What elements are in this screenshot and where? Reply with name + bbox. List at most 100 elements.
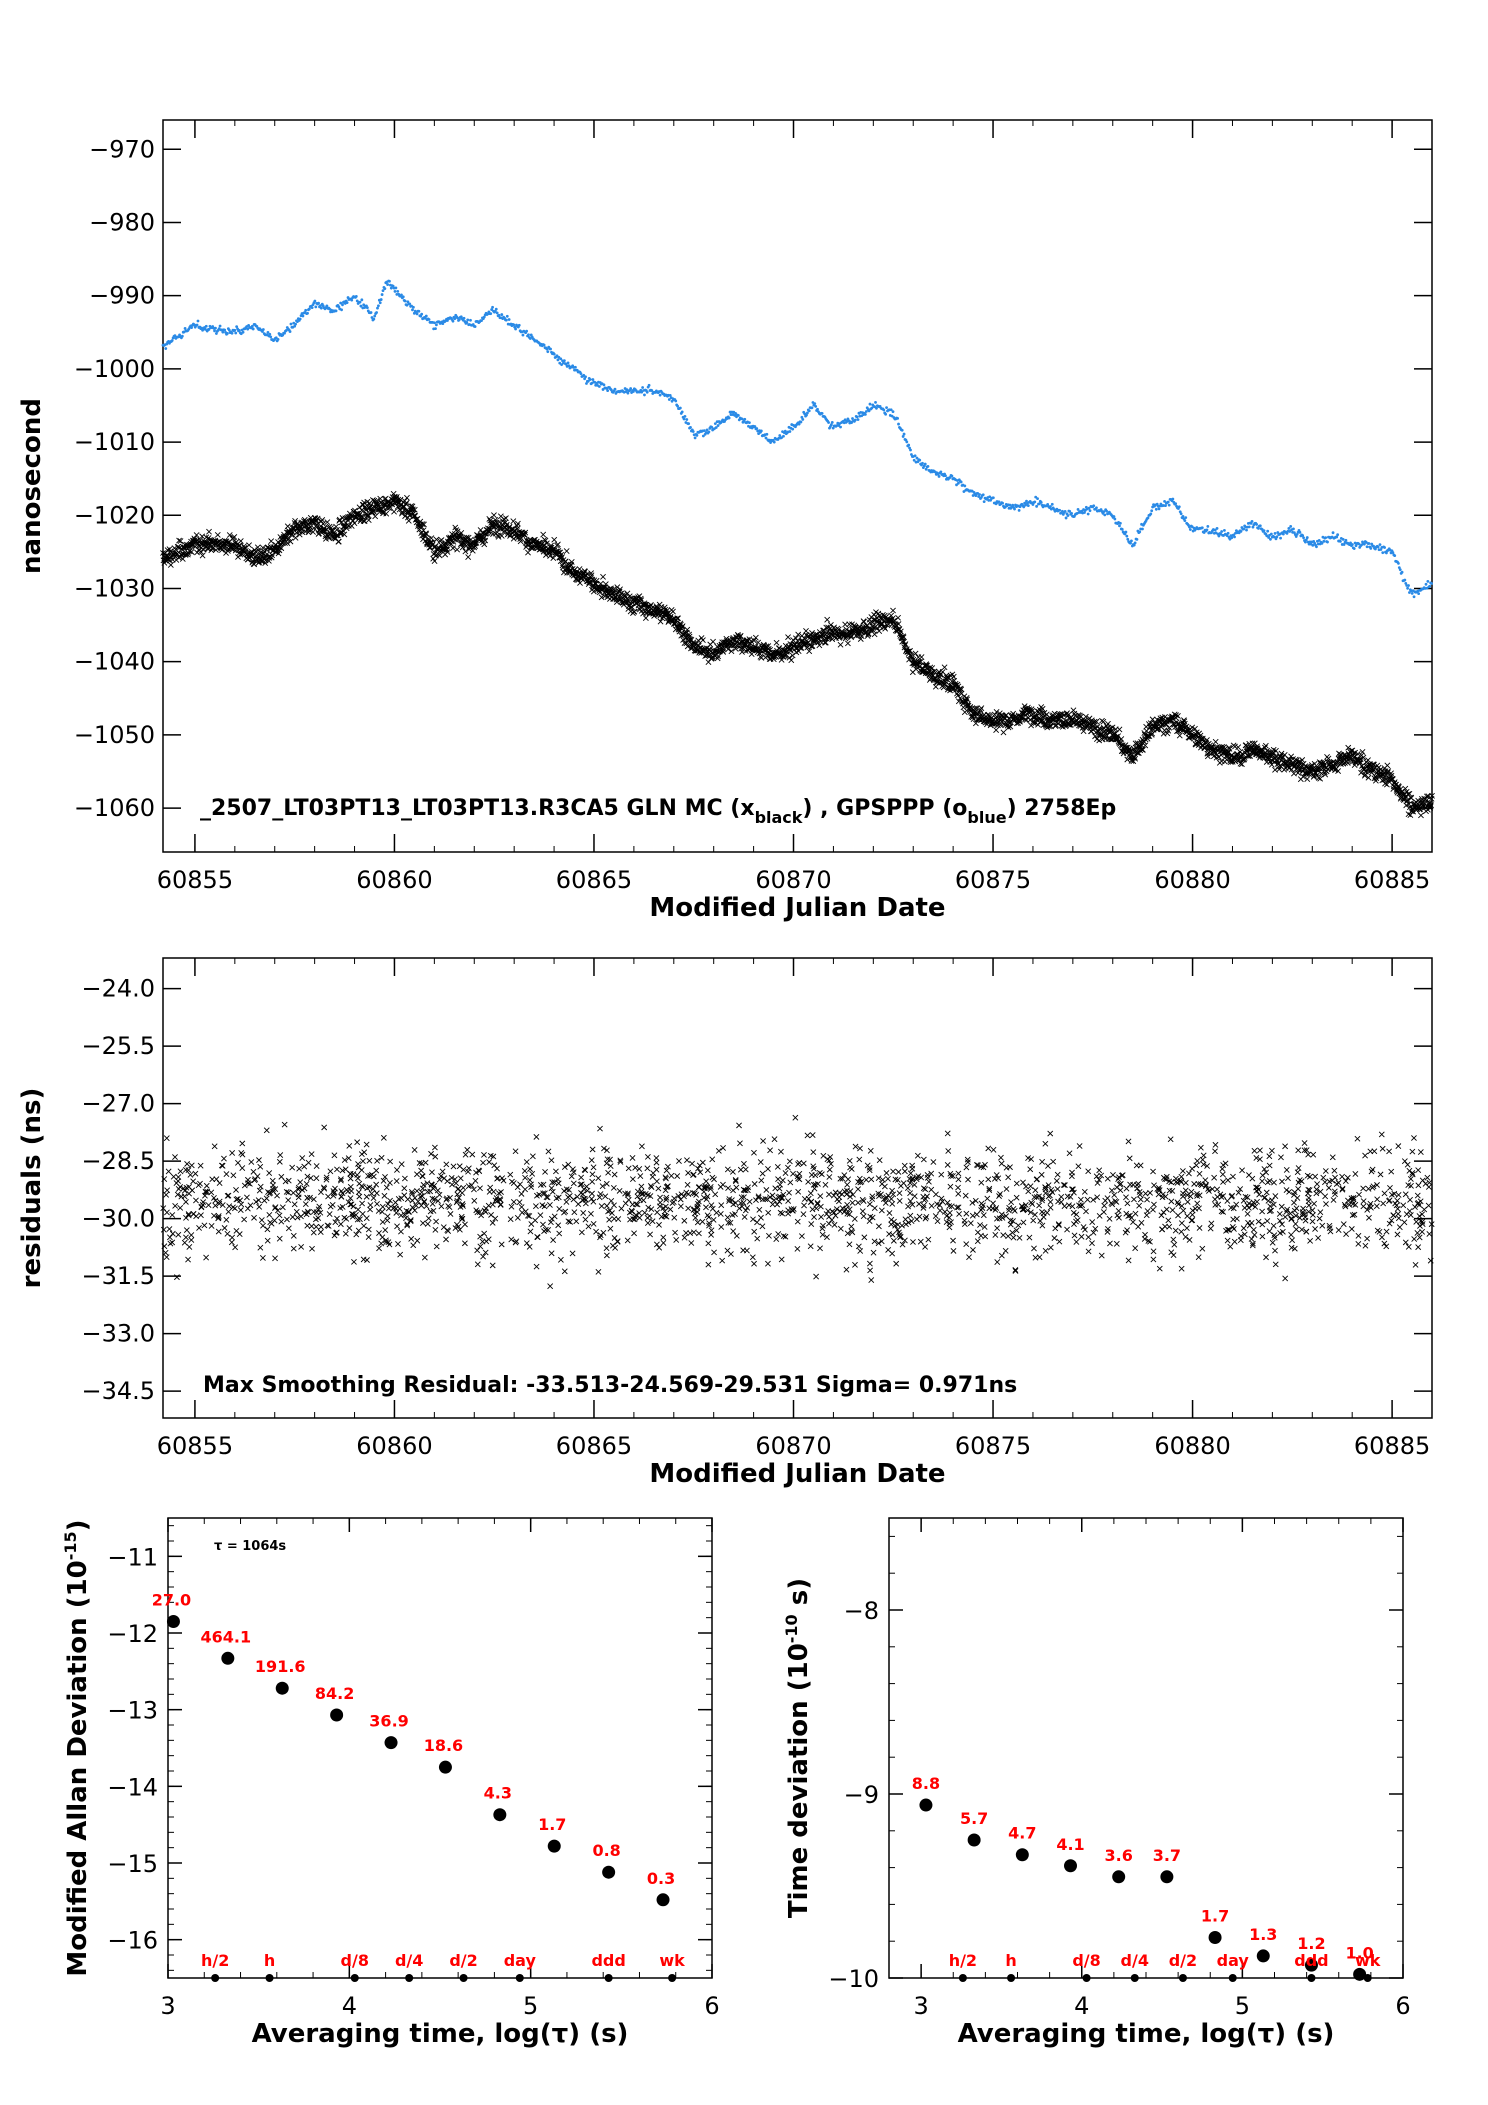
data-point <box>1000 1232 1007 1239</box>
data-point <box>1188 528 1192 531</box>
data-point <box>891 410 895 414</box>
data-point <box>1235 744 1242 751</box>
x-tick-label: 60885 <box>1354 866 1430 894</box>
data-point <box>1262 529 1266 533</box>
data-point <box>573 1218 580 1225</box>
data-point <box>980 1212 987 1219</box>
data-point <box>1331 531 1335 535</box>
data-point <box>788 430 792 433</box>
x-tick-label: 60855 <box>157 1432 233 1460</box>
data-point <box>794 1245 801 1252</box>
x-tick-label: 60870 <box>755 866 831 894</box>
data-point <box>551 1213 558 1220</box>
data-point <box>508 1203 515 1210</box>
data-point <box>1400 570 1404 574</box>
data-point <box>556 358 560 362</box>
data-point <box>364 511 371 518</box>
data-point <box>403 501 409 508</box>
data-point <box>997 500 1001 504</box>
data-point <box>403 299 407 303</box>
data-point <box>1352 547 1356 550</box>
data-point <box>1042 1140 1049 1147</box>
data-point <box>261 1197 268 1204</box>
data-point <box>1369 1166 1376 1173</box>
data-point <box>685 418 689 421</box>
data-point <box>1271 1179 1277 1186</box>
data-point <box>1311 1200 1318 1207</box>
data-point <box>251 561 258 568</box>
data-point <box>1227 1243 1234 1250</box>
data-point <box>288 330 292 333</box>
data-point <box>505 314 509 318</box>
data-point <box>926 464 930 468</box>
data-point <box>890 1191 897 1198</box>
data-point <box>350 298 354 302</box>
data-point <box>214 326 217 330</box>
data-point <box>978 1179 985 1186</box>
data-point <box>571 1209 578 1216</box>
y-tick-label: −1020 <box>74 501 155 529</box>
data-point <box>1288 753 1295 760</box>
data-point <box>164 347 168 350</box>
data-point <box>991 496 995 500</box>
data-point <box>1250 520 1254 523</box>
data-point <box>275 1207 281 1214</box>
data-point <box>1245 528 1248 532</box>
data-point <box>279 540 286 547</box>
data-point <box>383 510 390 517</box>
data-point <box>597 385 601 388</box>
data-point <box>258 1217 265 1223</box>
data-point <box>1126 537 1130 541</box>
data-point <box>1355 1240 1362 1247</box>
data-point <box>449 1181 455 1188</box>
data-point <box>1396 1224 1403 1231</box>
data-point <box>186 548 193 555</box>
data-point <box>379 298 383 301</box>
data-point <box>1156 1265 1163 1272</box>
data-point <box>1266 529 1270 533</box>
data-point <box>785 634 791 641</box>
data-point <box>259 544 266 551</box>
data-point <box>360 518 367 524</box>
data-point <box>197 1162 204 1169</box>
data-point <box>647 383 651 387</box>
data-point <box>574 365 577 369</box>
data-point <box>824 616 831 623</box>
data-point <box>471 1197 478 1204</box>
data-point <box>786 1189 792 1196</box>
data-point <box>510 1199 517 1205</box>
data-point <box>579 372 583 376</box>
data-point <box>1376 545 1380 549</box>
data-point <box>1174 502 1178 506</box>
data-point <box>486 516 493 522</box>
data-point <box>945 1148 952 1154</box>
data-point <box>552 352 556 356</box>
data-point <box>562 359 566 363</box>
y-tick-label: −34.5 <box>81 1377 155 1405</box>
data-point <box>255 1197 262 1204</box>
data-point <box>778 434 782 437</box>
data-point <box>629 1155 636 1161</box>
y-axis-label: nanosecond <box>17 398 47 574</box>
data-point <box>522 1186 529 1193</box>
plot-frame <box>162 119 1433 853</box>
x-axis-label: Modified Julian Date <box>649 893 945 923</box>
data-point <box>1103 513 1107 517</box>
data-point <box>846 1157 853 1164</box>
data-point <box>287 538 294 545</box>
data-point <box>1178 1265 1185 1272</box>
data-point <box>205 1202 212 1209</box>
data-point <box>317 301 320 305</box>
data-point <box>882 625 889 632</box>
data-point <box>376 1230 382 1236</box>
y-tick-label: −30.0 <box>81 1205 155 1233</box>
data-point <box>1273 531 1277 535</box>
data-point <box>1418 812 1424 819</box>
data-point <box>450 1163 457 1170</box>
data-point <box>180 334 184 338</box>
data-point <box>386 1179 393 1186</box>
data-point <box>1073 1211 1080 1218</box>
y-tick-label: −990 <box>89 282 155 310</box>
data-point <box>885 406 888 409</box>
data-point <box>981 493 985 497</box>
